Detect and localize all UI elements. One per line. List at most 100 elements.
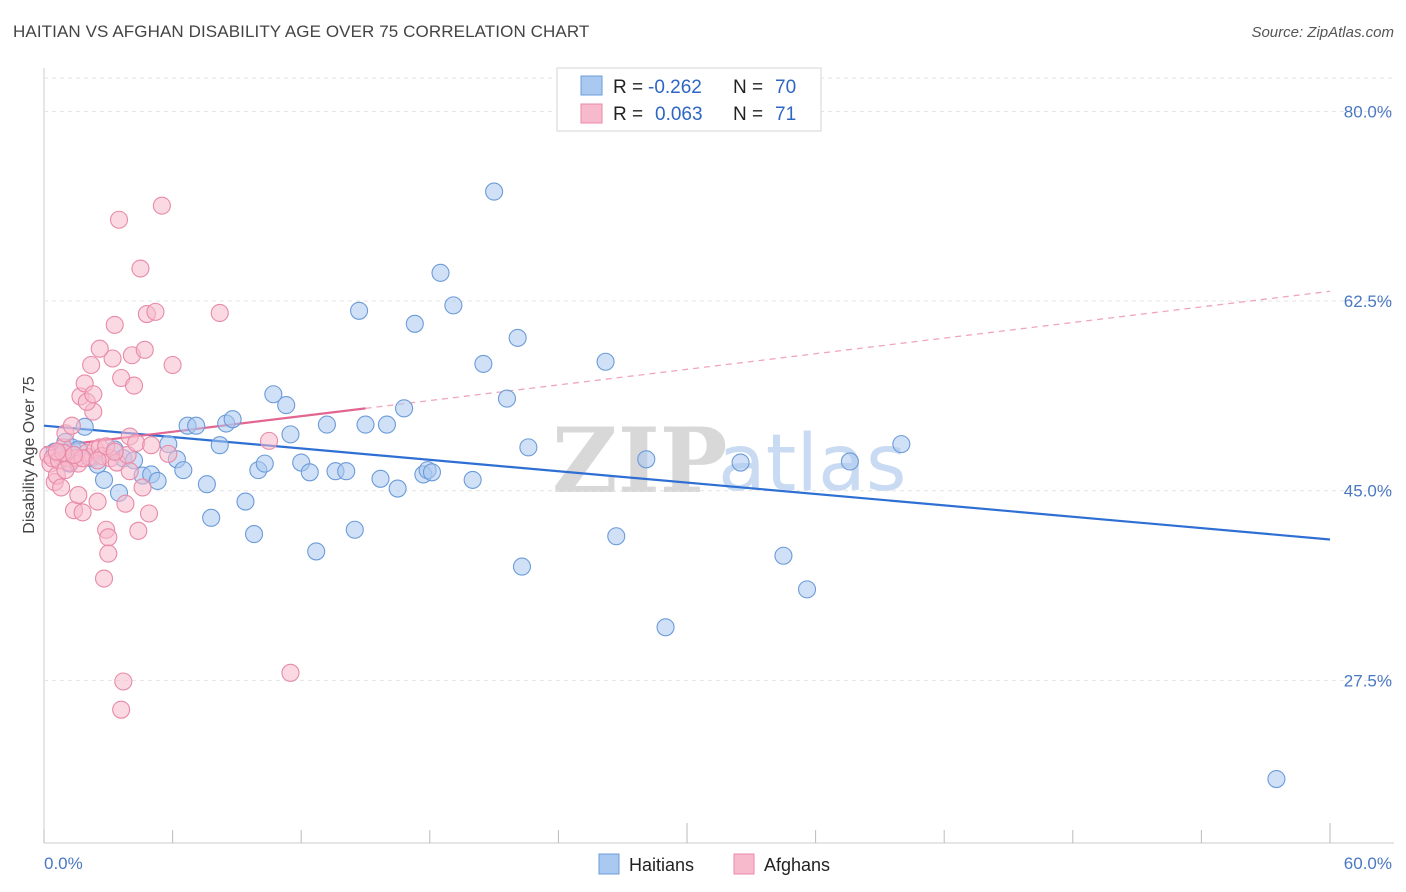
correlation-legend: R = -0.262 N = 70 R = 0.063 N = 71: [556, 67, 822, 132]
y-axis-label: Disability Age Over 75: [21, 376, 38, 534]
bottom-legend-swatch-afghans: [733, 853, 755, 875]
point-haitians-58: [519, 438, 538, 457]
series-legend: Haitians Afghans: [598, 853, 830, 875]
chart-title: HAITIAN VS AFGHAN DISABILITY AGE OVER 75…: [13, 22, 590, 41]
y-tick-label-1: 62.5%: [1344, 292, 1392, 311]
point-afghans-64: [84, 385, 103, 404]
bottom-legend-swatch-haitians: [598, 853, 620, 875]
point-haitians-27: [244, 525, 264, 544]
point-haitians-26: [236, 492, 255, 511]
point-haitians-36: [317, 415, 336, 434]
point-afghans-33: [109, 210, 129, 229]
point-haitians-40: [350, 301, 369, 320]
point-haitians-56: [508, 328, 527, 347]
point-haitians-21: [197, 475, 216, 494]
legend-haitians-r-value: -0.262: [648, 77, 702, 98]
trend-line-haitians: [43, 424, 1331, 541]
legend-afghans-n-value: 71: [775, 104, 796, 125]
point-haitians-25: [223, 410, 242, 429]
legend-swatch-haitians: [580, 75, 603, 96]
point-afghans-49: [146, 302, 165, 321]
point-haitians-53: [474, 354, 493, 373]
legend-swatch-afghans: [580, 103, 603, 124]
legend-haitians-n-label: N =: [733, 77, 763, 98]
point-afghans-31: [105, 315, 124, 334]
point-haitians-23: [210, 436, 229, 455]
point-haitians-43: [377, 415, 396, 434]
point-afghans-53: [99, 544, 118, 563]
point-haitians-54: [485, 182, 504, 201]
bottom-legend-haitians: Haitians: [629, 855, 694, 875]
point-afghans-44: [133, 478, 152, 497]
point-haitians-22: [202, 508, 221, 527]
point-afghans-36: [116, 494, 135, 513]
point-afghans-61: [56, 461, 75, 480]
point-haitians-46: [405, 314, 424, 333]
point-haitians-31: [277, 396, 296, 415]
point-haitians-55: [497, 389, 517, 408]
point-afghans-57: [281, 663, 300, 682]
point-afghans-6: [52, 478, 71, 497]
point-afghans-56: [259, 431, 279, 450]
point-haitians-41: [356, 415, 375, 434]
point-afghans-16: [73, 503, 92, 522]
point-afghans-68: [120, 462, 139, 481]
point-afghans-43: [131, 259, 150, 278]
point-haitians-42: [371, 469, 390, 488]
point-haitians-38: [337, 462, 356, 481]
point-haitians-49: [422, 463, 441, 482]
point-afghans-23: [88, 492, 107, 511]
point-afghans-47: [139, 504, 159, 523]
y-tick-label-3: 27.5%: [1344, 671, 1392, 690]
legend-afghans-n-label: N =: [733, 104, 763, 125]
point-afghans-52: [163, 355, 182, 375]
point-afghans-54: [112, 700, 131, 719]
point-haitians-61: [637, 450, 656, 469]
legend-haitians-r-label: R =: [613, 77, 643, 98]
point-haitians-63: [731, 453, 750, 472]
point-afghans-45: [135, 340, 154, 359]
point-haitians-64: [774, 546, 793, 565]
point-haitians-66: [840, 452, 859, 471]
point-afghans-35: [114, 672, 133, 691]
point-haitians-50: [431, 263, 450, 282]
y-tick-label-2: 45.0%: [1344, 482, 1392, 501]
point-afghans-70: [47, 442, 66, 461]
point-afghans-40: [124, 376, 144, 395]
point-haitians-15: [148, 471, 167, 491]
source-label: Source: ZipAtlas.com: [1251, 24, 1394, 41]
x-tick-label-min: 0.0%: [44, 854, 83, 873]
point-haitians-44: [388, 479, 407, 498]
point-haitians-65: [797, 580, 817, 599]
point-haitians-57: [512, 557, 532, 576]
point-haitians-8: [94, 470, 114, 489]
point-afghans-20: [82, 355, 101, 375]
trend-extension-afghans: [365, 290, 1331, 409]
y-tick-label-0: 80.0%: [1344, 102, 1392, 121]
point-afghans-67: [105, 442, 124, 461]
x-tick-label-max: 60.0%: [1344, 854, 1392, 873]
point-haitians-45: [395, 399, 414, 418]
point-haitians-20: [187, 416, 206, 435]
point-haitians-68: [1267, 769, 1286, 789]
point-haitians-67: [892, 435, 911, 454]
point-haitians-62: [656, 618, 675, 637]
y-tick-labels: 80.0% 62.5% 45.0% 27.5%: [1344, 102, 1392, 690]
point-afghans-28: [99, 528, 118, 547]
point-afghans-69: [64, 445, 84, 465]
point-haitians-52: [463, 470, 482, 489]
gridlines: [44, 77, 1394, 681]
legend-haitians-n-value: 70: [775, 77, 796, 98]
point-haitians-32: [281, 425, 300, 444]
point-haitians-51: [444, 296, 463, 315]
point-afghans-65: [90, 339, 109, 358]
point-afghans-48: [142, 436, 161, 455]
point-afghans-51: [159, 444, 178, 463]
point-afghans-30: [103, 349, 122, 368]
point-afghans-26: [94, 569, 114, 588]
point-haitians-35: [307, 542, 326, 561]
point-afghans-50: [152, 196, 171, 215]
point-afghans-41: [127, 433, 146, 453]
point-haitians-34: [300, 463, 319, 482]
